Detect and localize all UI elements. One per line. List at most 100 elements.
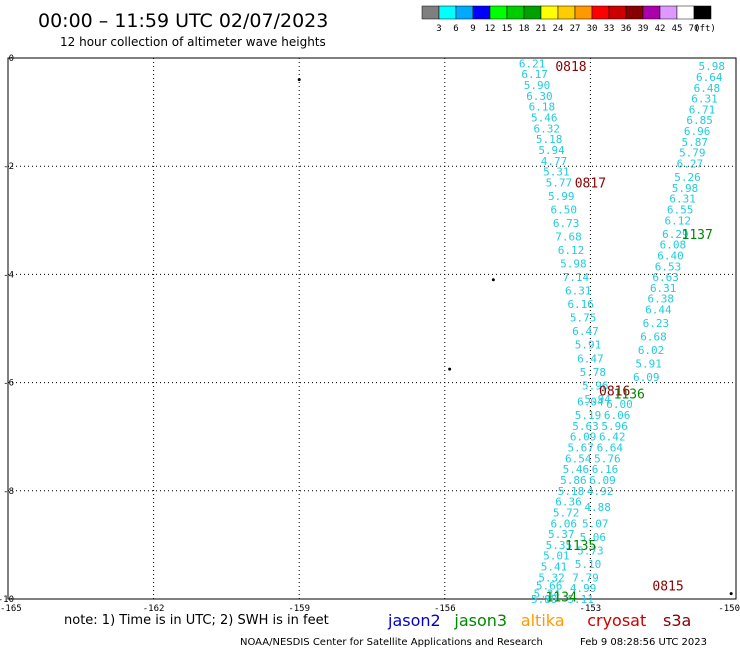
- swh-value-label: 5.76: [594, 452, 621, 465]
- footer-credit: NOAA/NESDIS Center for Satellite Applica…: [240, 637, 543, 648]
- swh-value-label: 6.21: [519, 57, 546, 70]
- pass-time-label: 0815: [652, 579, 683, 594]
- swh-value-label: 6.53: [655, 260, 682, 273]
- swh-value-label: 6.71: [689, 103, 716, 116]
- swh-value-label: 6.16: [592, 463, 619, 476]
- swh-value-label: 6.04: [577, 396, 604, 409]
- colorbar-label: 27: [570, 24, 581, 34]
- swh-value-label: 5.11: [567, 593, 594, 606]
- swh-value-label: 6.68: [640, 331, 667, 344]
- swh-value-label: 5.94: [538, 144, 565, 157]
- colorbar-swatch: [472, 5, 491, 20]
- note-text: note: 1) Time is in UTC; 2) SWH is in fe…: [64, 613, 329, 628]
- swh-value-label: 4.92: [587, 485, 614, 498]
- swh-value-label: 5.31: [543, 166, 570, 179]
- swh-value-label: 5.35: [546, 539, 573, 552]
- colorbar-label: 39: [638, 24, 649, 34]
- swh-value-label: 5.01: [543, 550, 570, 563]
- pass-time-label: 0818: [555, 60, 586, 75]
- swh-value-label: 6.18: [529, 101, 556, 114]
- y-tick-label: -6: [3, 379, 14, 389]
- swh-value-label: 6.23: [643, 317, 670, 330]
- swh-value-label: 7.68: [555, 231, 582, 244]
- swh-value-label: 5.96: [582, 379, 609, 392]
- island-dot: [297, 78, 301, 82]
- y-tick-label: -4: [3, 270, 14, 280]
- x-tick-label: -156: [434, 604, 456, 614]
- plot-area: 6.216.175.906.306.185.466.325.185.944.77…: [7, 57, 737, 606]
- colorbar-label: 30: [587, 24, 598, 34]
- x-tick-label: -153: [580, 604, 602, 614]
- island-dot: [491, 278, 495, 282]
- swh-value-label: 6.08: [660, 239, 687, 252]
- swh-value-label: 6.31: [650, 282, 677, 295]
- colorbar-label: (ft): [694, 24, 716, 34]
- swh-value-label: 5.96: [601, 420, 628, 433]
- swh-value-label: 6.12: [558, 244, 585, 257]
- colorbar-label: 70: [689, 24, 700, 34]
- pass-time-label: 0816: [599, 385, 630, 400]
- swh-value-label: 5.46: [531, 112, 558, 125]
- footer-timestamp: Feb 9 08:28:56 UTC 2023: [580, 637, 707, 648]
- swh-value-label: 4.99: [570, 582, 597, 595]
- colorbar-label: 24: [553, 24, 564, 34]
- island-dot: [448, 367, 452, 371]
- swh-value-label: 5.19: [575, 409, 602, 422]
- colorbar-swatch: [591, 5, 610, 20]
- swh-value-label: 5.67: [567, 442, 594, 455]
- colorbar: 3 6 9 12 15 18 21 24 27 30 33 36 39 42 45 70(ft): [421, 5, 716, 34]
- y-tick-label: 0: [9, 54, 14, 64]
- swh-value-label: 6.64: [597, 442, 624, 455]
- colorbar-swatch: [642, 5, 661, 20]
- legend-item-jason2: jason2: [387, 611, 441, 630]
- colorbar-swatch: [557, 5, 576, 20]
- y-tick-label: -10: [0, 595, 14, 605]
- swh-value-label: 5.63: [572, 420, 599, 433]
- swh-values: 6.216.175.906.306.185.466.325.185.944.77…: [519, 57, 725, 606]
- swh-value-label: 6.47: [577, 352, 604, 365]
- colorbar-label: 15: [502, 24, 513, 34]
- swh-value-label: 7.14: [563, 271, 590, 284]
- pass-time-label: 1134: [546, 590, 577, 605]
- pass-time-label: 1136: [614, 387, 645, 402]
- satellite-legend: jason2 jason3 altika cryosat s3a: [387, 611, 691, 630]
- swh-value-label: 6.85: [686, 114, 713, 127]
- swh-value-label: 5.94: [584, 393, 611, 406]
- chart-title: 00:00 – 11:59 UTC 02/07/2023: [38, 10, 328, 32]
- colorbar-swatch: [455, 5, 474, 20]
- swh-value-label: 6.31: [691, 93, 718, 106]
- colorbar-label: 33: [604, 24, 615, 34]
- swh-value-label: 6.06: [550, 517, 577, 530]
- plot-frame: [7, 57, 737, 600]
- swh-value-label: 5.34: [533, 588, 560, 601]
- colorbar-label: 6: [453, 24, 458, 34]
- colorbar-label: 3: [436, 24, 441, 34]
- swh-value-label: 5.98: [560, 258, 587, 271]
- swh-value-label: 6.32: [533, 122, 560, 135]
- colorbar-swatch: [438, 5, 457, 20]
- swh-value-label: 5.18: [536, 133, 563, 146]
- swh-value-label: 5.46: [563, 463, 590, 476]
- swh-value-label: 6.17: [521, 68, 548, 81]
- colorbar-swatch: [574, 5, 593, 20]
- swh-value-label: 6.06: [604, 409, 631, 422]
- swh-value-label: 5.77: [546, 176, 573, 189]
- pass-time-label: 0817: [575, 176, 606, 191]
- islands: [297, 78, 733, 596]
- colorbar-swatch: [489, 5, 508, 20]
- x-tick-label: -162: [143, 604, 165, 614]
- swh-value-label: 5.41: [541, 561, 568, 574]
- legend-item-cryosat: cryosat: [587, 611, 646, 630]
- swh-value-label: 6.31: [669, 193, 696, 206]
- swh-value-label: 6.27: [677, 157, 704, 170]
- swh-value-label: 6.54: [565, 452, 592, 465]
- y-tick-labels: 0 -2 -4 -6 -8 -10: [0, 54, 14, 605]
- colorbar-label: 42: [655, 24, 666, 34]
- swh-value-label: 6.29: [662, 228, 689, 241]
- swh-value-label: 5.73: [577, 544, 604, 557]
- legend-item-jason3: jason3: [453, 611, 507, 630]
- swh-value-label: 5.72: [553, 506, 580, 519]
- swh-value-label: 5.37: [548, 528, 575, 541]
